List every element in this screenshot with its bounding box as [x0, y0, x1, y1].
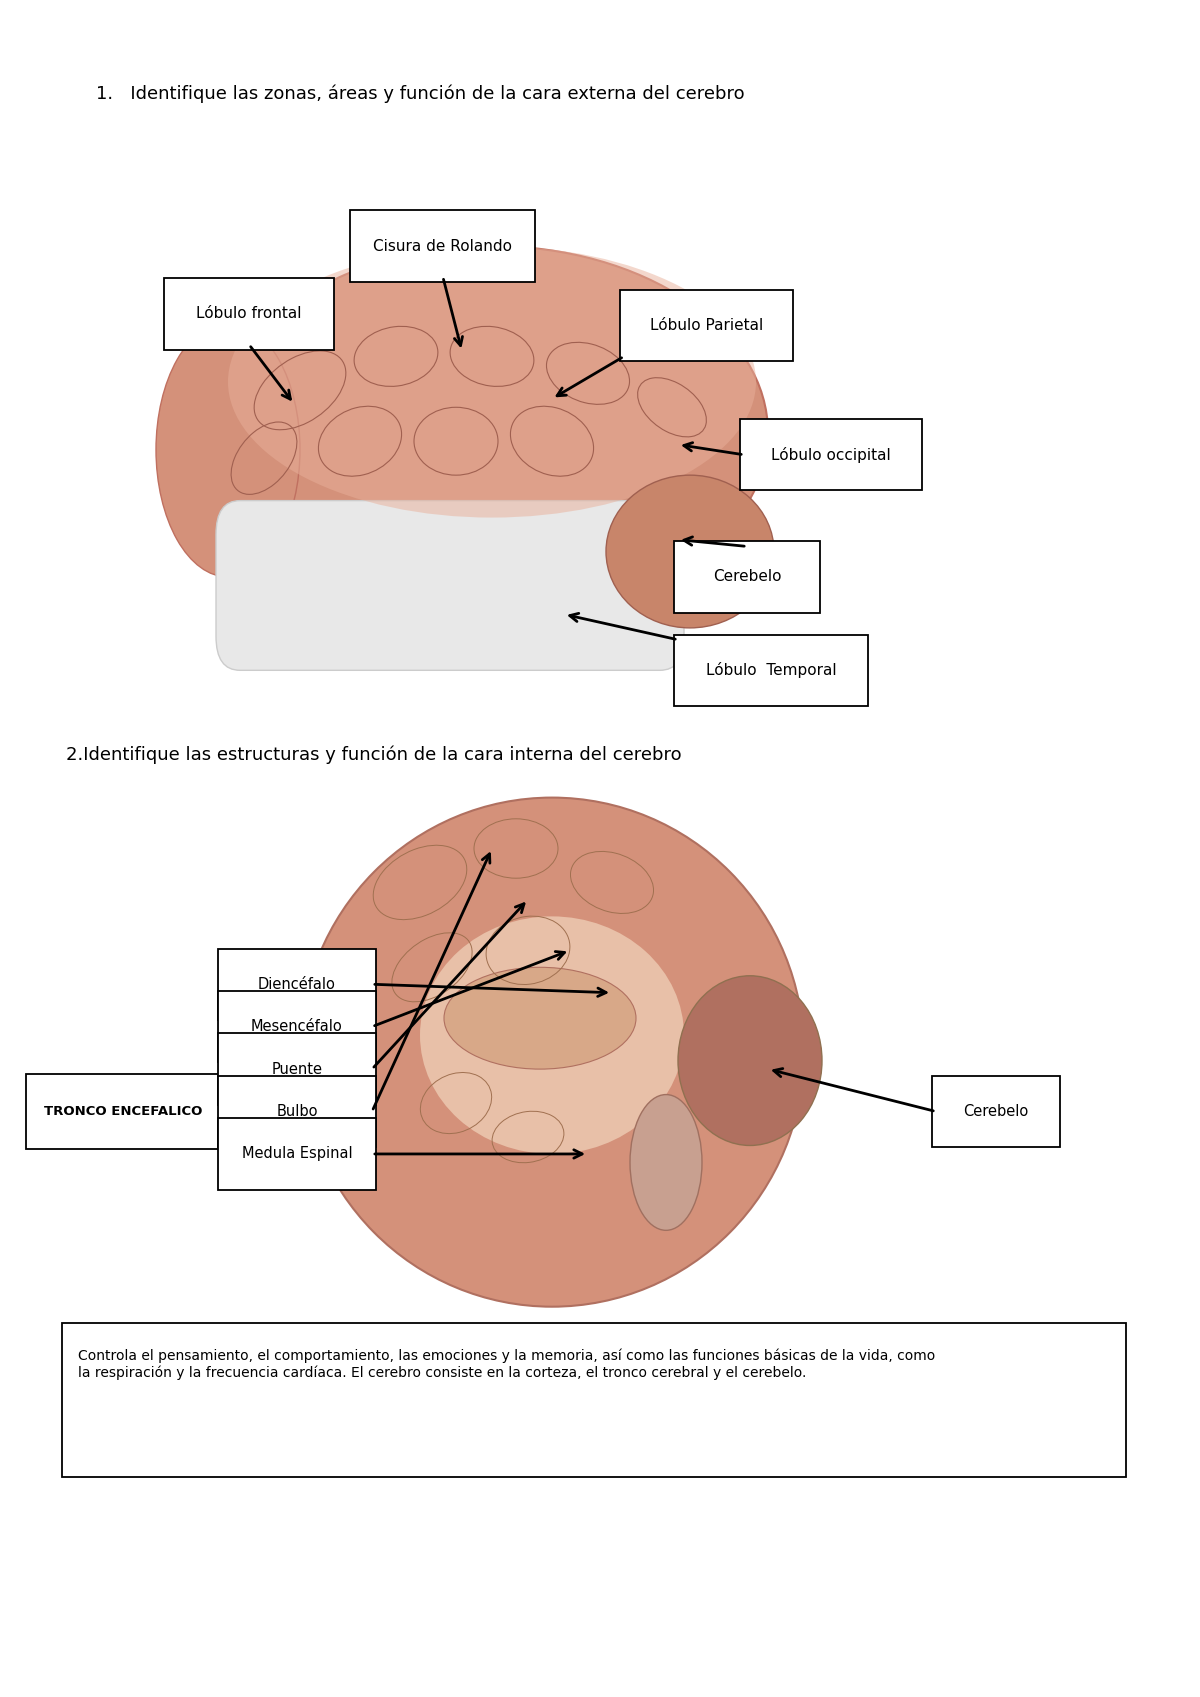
Text: Medula Espinal: Medula Espinal	[241, 1147, 353, 1161]
FancyBboxPatch shape	[218, 991, 376, 1062]
Ellipse shape	[216, 246, 768, 619]
Ellipse shape	[420, 916, 684, 1154]
FancyBboxPatch shape	[216, 501, 684, 670]
Text: Diencéfalo: Diencéfalo	[258, 977, 336, 991]
Ellipse shape	[156, 322, 300, 577]
Text: Lóbulo  Temporal: Lóbulo Temporal	[706, 662, 836, 679]
FancyBboxPatch shape	[932, 1076, 1060, 1147]
FancyBboxPatch shape	[164, 278, 334, 350]
FancyBboxPatch shape	[218, 949, 376, 1020]
Text: Mesencéfalo: Mesencéfalo	[251, 1020, 343, 1033]
Text: 1.   Identifique las zonas, áreas y función de la cara externa del cerebro: 1. Identifique las zonas, áreas y funció…	[96, 85, 745, 102]
FancyBboxPatch shape	[740, 419, 922, 490]
Text: 2.Identifique las estructuras y función de la cara interna del cerebro: 2.Identifique las estructuras y función …	[66, 747, 682, 764]
FancyBboxPatch shape	[62, 1324, 1126, 1476]
Ellipse shape	[678, 976, 822, 1145]
FancyBboxPatch shape	[674, 541, 820, 613]
Text: Cerebelo: Cerebelo	[713, 570, 781, 584]
Ellipse shape	[606, 475, 774, 628]
Text: TRONCO ENCEFALICO: TRONCO ENCEFALICO	[44, 1105, 202, 1118]
FancyBboxPatch shape	[26, 1074, 220, 1149]
Text: Lóbulo occipital: Lóbulo occipital	[772, 446, 890, 463]
Text: Controla el pensamiento, el comportamiento, las emociones y la memoria, así como: Controla el pensamiento, el comportamien…	[78, 1347, 935, 1380]
Text: Cerebelo: Cerebelo	[964, 1105, 1028, 1118]
Text: Puente: Puente	[271, 1062, 323, 1076]
Ellipse shape	[228, 246, 756, 518]
FancyBboxPatch shape	[218, 1118, 376, 1190]
Ellipse shape	[300, 798, 804, 1307]
Text: Bulbo: Bulbo	[276, 1105, 318, 1118]
Ellipse shape	[630, 1095, 702, 1230]
Text: Cisura de Rolando: Cisura de Rolando	[373, 239, 512, 253]
FancyBboxPatch shape	[620, 290, 793, 361]
FancyBboxPatch shape	[674, 635, 868, 706]
Text: Lóbulo frontal: Lóbulo frontal	[197, 307, 301, 321]
FancyBboxPatch shape	[350, 210, 535, 282]
FancyBboxPatch shape	[218, 1033, 376, 1105]
FancyBboxPatch shape	[218, 1076, 376, 1147]
Ellipse shape	[444, 967, 636, 1069]
Text: Lóbulo Parietal: Lóbulo Parietal	[650, 319, 763, 333]
